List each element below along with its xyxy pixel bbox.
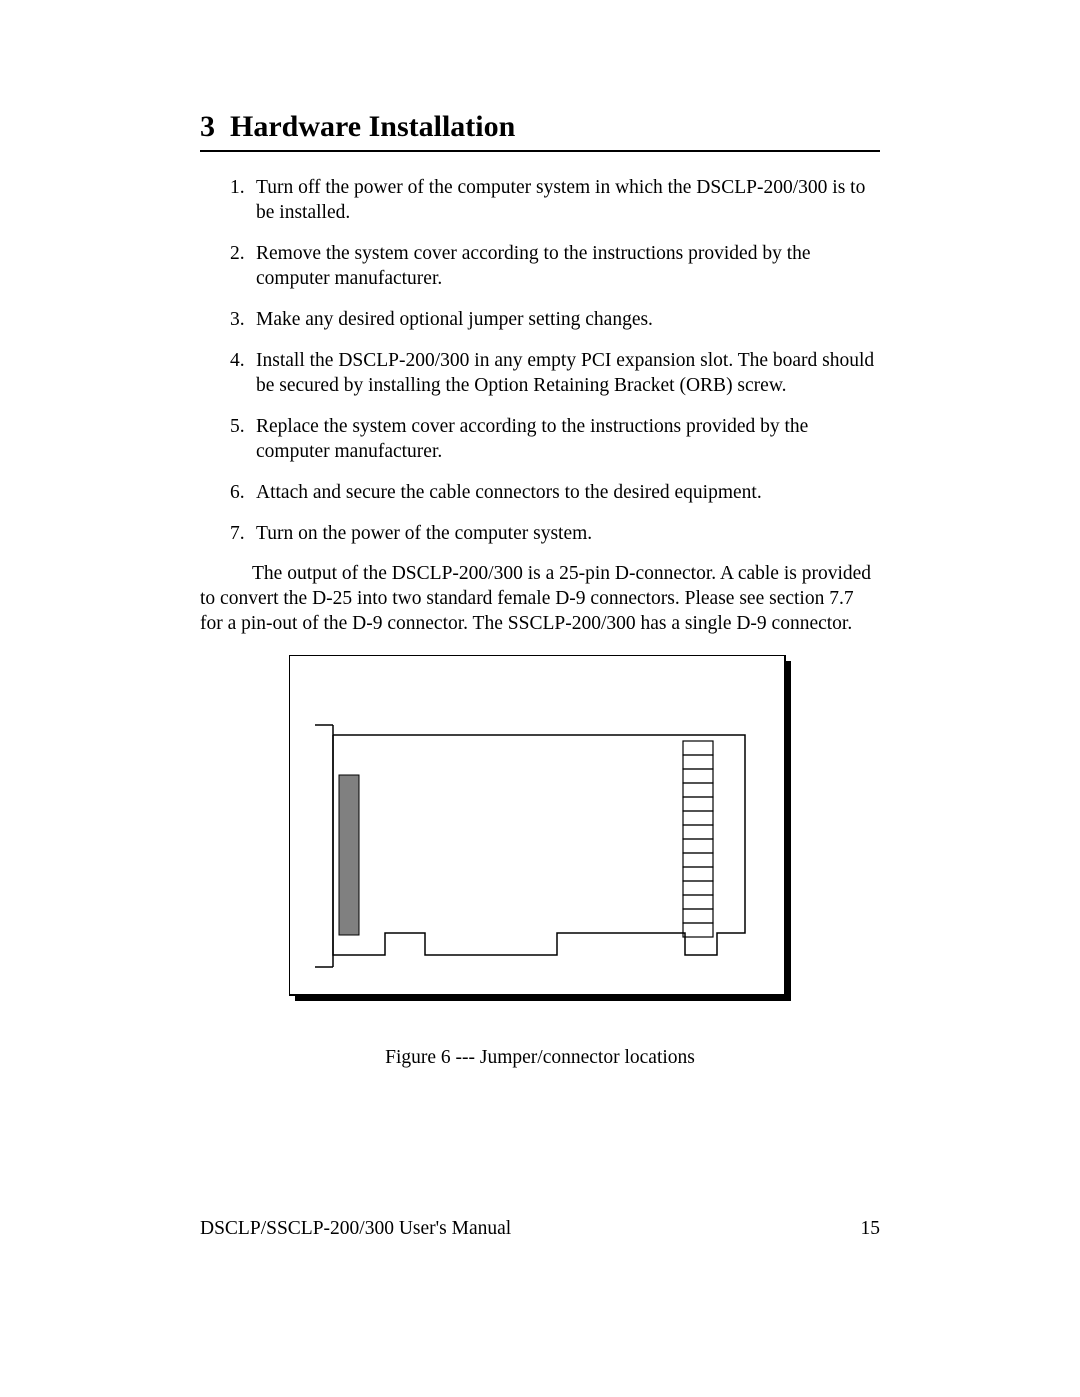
- figure-caption: Figure 6 --- Jumper/connector locations: [200, 1047, 880, 1069]
- connector-paragraph: The output of the DSCLP-200/300 is a 25-…: [200, 562, 880, 637]
- step-number: 6.: [230, 481, 256, 506]
- install-steps-list: 1. Turn off the power of the computer sy…: [200, 176, 880, 546]
- figure-6: [200, 655, 880, 1001]
- step-number: 3.: [230, 308, 256, 333]
- step-text: Install the DSCLP-200/300 in any empty P…: [256, 349, 880, 399]
- step-text: Attach and secure the cable connectors t…: [256, 481, 880, 506]
- step-number: 4.: [230, 349, 256, 399]
- list-item: 5. Replace the system cover according to…: [230, 415, 880, 465]
- page-footer: DSCLP/SSCLP-200/300 User's Manual 15: [200, 1218, 880, 1240]
- section-heading: 3 Hardware Installation: [200, 110, 880, 152]
- list-item: 1. Turn off the power of the computer sy…: [230, 176, 880, 226]
- section-title: Hardware Installation: [230, 110, 515, 143]
- step-number: 7.: [230, 522, 256, 547]
- list-item: 7. Turn on the power of the computer sys…: [230, 522, 880, 547]
- step-text: Turn on the power of the computer system…: [256, 522, 880, 547]
- board-diagram: [289, 655, 791, 1001]
- step-number: 1.: [230, 176, 256, 226]
- section-number: 3: [200, 110, 215, 143]
- step-text: Replace the system cover according to th…: [256, 415, 880, 465]
- list-item: 2. Remove the system cover according to …: [230, 242, 880, 292]
- list-item: 6. Attach and secure the cable connector…: [230, 481, 880, 506]
- step-text: Turn off the power of the computer syste…: [256, 176, 880, 226]
- list-item: 3. Make any desired optional jumper sett…: [230, 308, 880, 333]
- footer-title: DSCLP/SSCLP-200/300 User's Manual: [200, 1218, 511, 1240]
- list-item: 4. Install the DSCLP-200/300 in any empt…: [230, 349, 880, 399]
- step-number: 2.: [230, 242, 256, 292]
- step-text: Make any desired optional jumper setting…: [256, 308, 880, 333]
- step-text: Remove the system cover according to the…: [256, 242, 880, 292]
- step-number: 5.: [230, 415, 256, 465]
- page-content: 3 Hardware Installation 1. Turn off the …: [200, 110, 880, 1069]
- page-number: 15: [861, 1218, 881, 1240]
